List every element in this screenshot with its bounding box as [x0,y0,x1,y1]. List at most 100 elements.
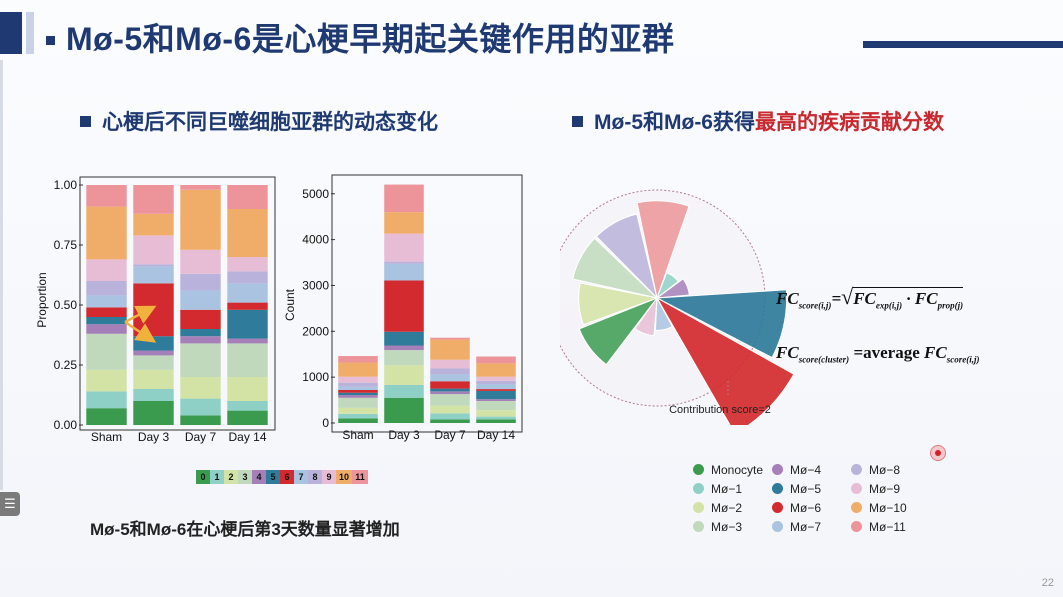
bar-segment-sham-cluster-3 [338,397,378,408]
bar-segment-day-7-cluster-6 [430,381,470,389]
legend-item: Mø−5 [772,481,821,497]
bar-segment-day-14-cluster-9 [476,376,516,381]
bar-segment-day-3-cluster-5 [133,336,174,351]
cluster-swatch-11: 11 [352,470,368,484]
bar-segment-day-14-cluster-6 [476,389,516,391]
cluster-swatch-3: 3 [238,470,252,484]
x-tick-label: Day 3 [388,428,420,442]
y-tick-label: 5000 [302,187,329,201]
legend-item: Mø−7 [772,519,821,535]
bar-segment-sham-cluster-11 [338,356,378,363]
bar-segment-sham-cluster-5 [86,317,127,325]
legend-label: Mø−11 [869,520,906,534]
legend-dot-icon [772,464,783,476]
bar-segment-sham-cluster-7 [86,295,127,308]
formula1-term2: FC [914,289,938,308]
legend-item: Mø−3 [693,519,742,535]
bar-segment-day-14-cluster-0 [227,410,268,425]
bar-segment-day-14-cluster-11 [476,356,516,364]
bar-segment-day-7-cluster-7 [430,374,470,382]
formula2-term: FC [924,343,947,362]
y-tick-label: 0.25 [54,358,78,372]
bar-segment-day-3-cluster-2 [384,365,424,385]
bar-segment-day-3-cluster-0 [133,401,174,425]
cluster-swatch-7: 7 [294,470,308,484]
bar-segment-sham-cluster-4 [338,395,378,398]
bar-segment-sham-cluster-1 [86,391,127,409]
rose-slice-Mø−11 [636,200,690,300]
bar-segment-sham-cluster-2 [338,407,378,414]
bar-segment-day-7-cluster-6 [180,309,221,329]
bar-segment-day-14-cluster-1 [476,416,516,420]
y-tick-label: 2000 [302,324,329,338]
bar-segment-day-14-cluster-0 [476,419,516,423]
legend-dot-icon [851,502,862,514]
x-tick-label: Day 14 [477,428,515,442]
rose-slice-Mø−9 [634,296,658,337]
bar-segment-day-14-cluster-10 [476,363,516,377]
rose-slice-Mø−3 [572,237,659,299]
bar-segment-day-3-cluster-10 [133,213,174,236]
y-tick-label: 4000 [302,233,329,247]
legend-label: Monocyte [711,463,764,477]
bar-segment-day-14-cluster-5 [227,309,268,339]
bar-segment-sham-cluster-8 [338,382,378,387]
side-menu-tab[interactable]: ☰ [0,492,20,516]
bar-segment-day-7-cluster-10 [430,339,470,360]
rose-slice-Mø−5 [655,289,788,359]
bar-segment-day-14-cluster-6 [227,302,268,310]
cluster-swatch-5: 5 [266,470,280,484]
formula2-equals-average: =average [853,343,920,362]
bar-segment-day-14-cluster-7 [476,384,516,390]
rose-slice-Mø−8 [595,213,658,300]
legend-label: Mø−4 [790,463,822,477]
legend-dot-icon [693,521,704,533]
sqrt-icon: √ [841,284,854,309]
square-bullet-icon [572,115,583,127]
bar-segment-day-3-cluster-1 [133,389,174,401]
bar-segment-day-3-cluster-0 [384,397,424,423]
bar-segment-sham-cluster-3 [86,333,127,370]
bar-segment-day-3-cluster-2 [133,369,174,389]
formula1-lhs-sub: score(i,j) [798,300,832,311]
left-section-heading: 心梗后不同巨噬细胞亚群的动态变化 [80,106,438,136]
legend-label: Mø−1 [711,482,743,496]
bar-segment-sham-cluster-8 [86,281,127,296]
bar-segment-day-3-cluster-7 [133,266,174,284]
formula1-lhs: FC [776,289,799,308]
rose-slice-Mø−4 [655,278,690,299]
x-tick-label: Day 7 [185,430,217,444]
x-tick-label: Sham [91,430,122,444]
bar-segment-sham-cluster-10 [86,206,127,260]
formula1-equals: = [831,289,842,308]
left-edge-bar [0,60,3,490]
bar-segment-day-14-cluster-5 [476,390,516,400]
legend-dot-icon [693,502,704,514]
x-tick-label: Day 7 [434,428,466,442]
bar-segment-day-3-cluster-10 [384,212,424,234]
bar-segment-day-7-cluster-2 [180,377,221,399]
legend-label: Mø−5 [790,482,822,496]
formula2-term-sub: score(i,j) [946,354,980,365]
bar-segment-sham-cluster-5 [338,392,378,396]
legend-item: Mø−9 [851,481,900,497]
formula1-term1: FC [853,289,876,308]
bar-segment-sham-cluster-9 [338,376,378,383]
increase-arrow-mo6 [124,320,157,343]
bar-segment-day-3-cluster-3 [133,355,174,370]
bar-segment-sham-cluster-4 [86,324,127,334]
bar-segment-day-14-cluster-10 [227,209,268,257]
square-bullet-icon [80,115,91,127]
bar-segment-day-7-cluster-5 [430,388,470,392]
bar-segment-sham-cluster-2 [86,369,127,392]
bar-segment-day-3-cluster-4 [384,345,424,351]
title-rule [863,41,1063,48]
bar-segment-day-3-cluster-7 [384,263,424,281]
legend-dot-icon [851,483,862,495]
legend-item: Mø−8 [851,462,900,478]
bar-segment-day-7-cluster-4 [180,336,221,344]
rose-slice-Mø−2 [578,282,659,326]
bar-segment-day-14-cluster-4 [227,338,268,344]
cluster-swatch-8: 8 [308,470,322,484]
cluster-swatch-2: 2 [224,470,238,484]
